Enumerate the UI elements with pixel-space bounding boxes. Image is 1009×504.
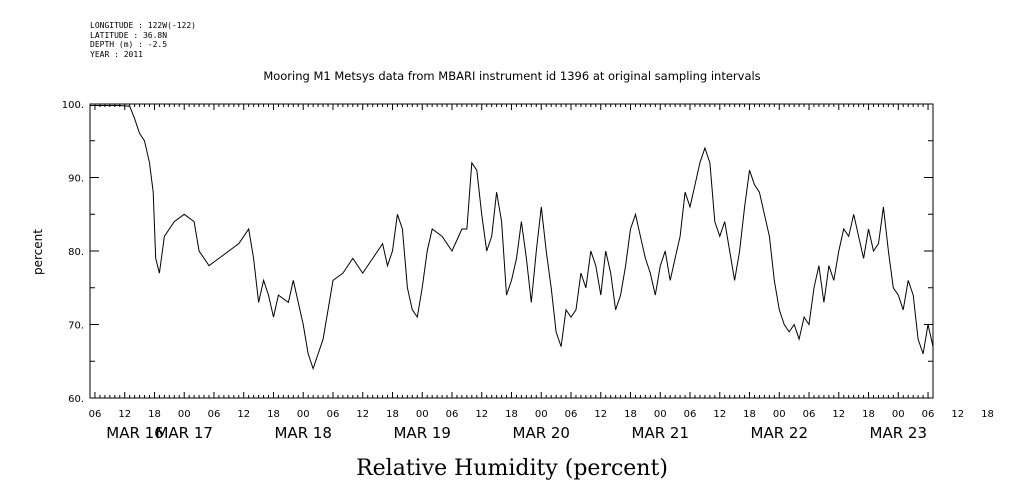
x-hour-tick-label: 06 xyxy=(89,409,102,420)
x-axis-ticks: 06 12 18 00 06 12 18 00 06 12 18 00 06 12 18 00 06 12 18 00… xyxy=(89,104,994,442)
series-layer xyxy=(90,105,934,391)
x-date-label: MAR 16 xyxy=(106,424,163,442)
x-hour-tick-label: 06 xyxy=(803,409,816,420)
x-hour-tick-label: 06 xyxy=(208,409,221,420)
y-tick-label: 60. xyxy=(68,394,84,405)
y-tick-label: 70. xyxy=(68,321,84,332)
x-hour-tick-label: 00 xyxy=(773,409,786,420)
chart-axes xyxy=(89,103,934,399)
x-hour-tick-label: 00 xyxy=(535,409,548,420)
x-hour-tick-label: 06 xyxy=(565,409,578,420)
longitude-label: LONGITUDE : 122W(-122) xyxy=(90,21,196,30)
x-hour-tick-label: 12 xyxy=(237,409,250,420)
x-hour-tick-label: 18 xyxy=(267,409,280,420)
humidity-series-line xyxy=(90,105,934,391)
x-hour-tick-label: 12 xyxy=(475,409,488,420)
latitude-label: LATITUDE : 36.8N xyxy=(90,30,168,40)
y-tick-label: 100. xyxy=(62,100,84,111)
x-hour-tick-label: 12 xyxy=(118,409,131,420)
x-date-label: MAR 20 xyxy=(513,424,570,442)
x-date-label: MAR 22 xyxy=(751,424,808,442)
x-hour-tick-label: 00 xyxy=(416,409,429,420)
y-axis-label: percent xyxy=(31,229,45,275)
y-tick-label: 90. xyxy=(68,174,84,185)
x-hour-tick-label: 18 xyxy=(862,409,875,420)
x-hour-tick-label: 18 xyxy=(624,409,637,420)
year-label: YEAR : 2011 xyxy=(90,49,143,59)
x-date-label: MAR 18 xyxy=(274,424,331,442)
depth-label: DEPTH (m) : -2.5 xyxy=(90,40,168,49)
x-hour-tick-label: 18 xyxy=(148,409,161,420)
x-hour-tick-label: 18 xyxy=(505,409,518,420)
x-date-label: MAR 23 xyxy=(870,424,927,442)
dataset-metadata: LONGITUDE : 122W(-122) LATITUDE : 36.8N … xyxy=(90,21,196,59)
x-hour-tick-label: 12 xyxy=(356,409,369,420)
x-hour-tick-label: 12 xyxy=(594,409,607,420)
x-hour-tick-label: 06 xyxy=(922,409,935,420)
x-hour-tick-label: 18 xyxy=(386,409,399,420)
chart-title: Mooring M1 Metsys data from MBARI instru… xyxy=(263,69,760,83)
x-axis-label: Relative Humidity (percent) xyxy=(356,456,668,481)
y-axis-ticks: 60. 70. 80. 90. 100. xyxy=(62,100,933,405)
x-hour-tick-label: 00 xyxy=(178,409,191,420)
x-hour-tick-label: 00 xyxy=(654,409,667,420)
x-hour-tick-label: 06 xyxy=(446,409,459,420)
x-hour-tick-label: 18 xyxy=(743,409,756,420)
x-hour-tick-label: 12 xyxy=(713,409,726,420)
x-hour-tick-label: 06 xyxy=(327,409,340,420)
x-date-label: MAR 21 xyxy=(632,424,689,442)
x-hour-tick-label: 18 xyxy=(981,409,994,420)
x-date-label: MAR 17 xyxy=(155,424,212,442)
plot-frame xyxy=(89,103,934,399)
x-date-label: MAR 19 xyxy=(393,424,450,442)
y-tick-label: 80. xyxy=(68,247,84,258)
x-hour-tick-label: 00 xyxy=(892,409,905,420)
x-hour-tick-label: 12 xyxy=(951,409,964,420)
x-hour-tick-label: 00 xyxy=(297,409,310,420)
x-hour-tick-label: 06 xyxy=(684,409,697,420)
x-hour-tick-label: 12 xyxy=(832,409,845,420)
